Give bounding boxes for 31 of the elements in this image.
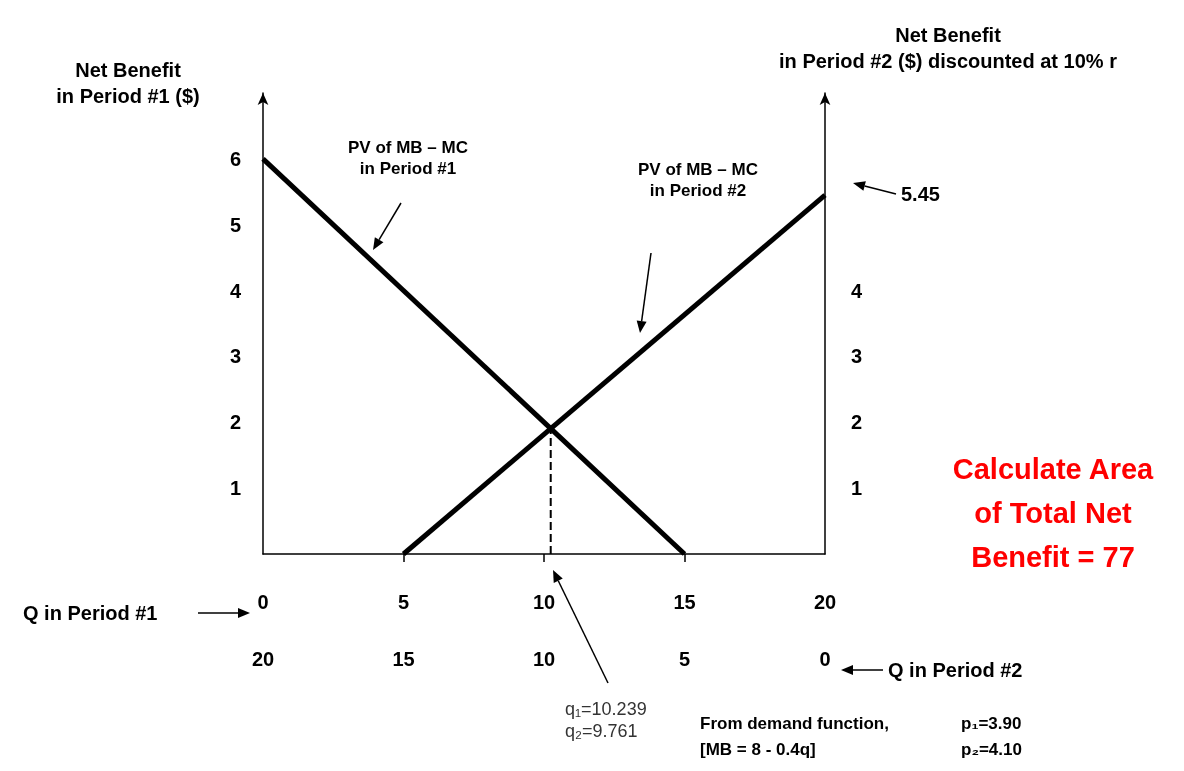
text: p₁=3.90 p₂=4.10 <box>961 713 1022 759</box>
text: From demand function, [MB = 8 - 0.4q] <box>700 713 889 759</box>
x-tick-label: 15 <box>673 591 696 613</box>
y2-tick-label: 1 <box>851 477 863 500</box>
y-tick-label: 3 <box>229 345 241 368</box>
annotation: PV of MB – MC in Period #2 <box>638 159 758 201</box>
x-tick-label: 5 <box>397 591 410 613</box>
y-tick-label: 1 <box>229 477 241 500</box>
x2-tick-label: 10 <box>532 648 556 670</box>
x-axis-title: Q in Period #1 <box>23 602 158 624</box>
y-axis-title: Net Benefit in Period #1 ($) <box>56 59 200 107</box>
y-tick-label: 5 <box>229 213 241 236</box>
x-tick-label: 0 <box>257 591 269 613</box>
x-tick-label: 10 <box>532 591 556 613</box>
x-tick-label: 20 <box>813 591 837 613</box>
text: 5.45 <box>901 183 940 205</box>
y2-axis-title: Net Benefit in Period #2 ($) discounted at 10% r <box>779 24 1118 72</box>
y-tick-label: 2 <box>229 411 241 434</box>
text: Calculate Area of Total Net Benefit = 77 <box>952 453 1155 573</box>
y2-tick-label: 3 <box>851 345 863 368</box>
x2-tick-label: 15 <box>392 648 415 670</box>
annotation: PV of MB – MC in Period #1 <box>348 137 468 179</box>
text: q₁=10.239 q₂=9.761 <box>565 698 647 742</box>
x2-tick-label: 20 <box>251 648 275 670</box>
x2-tick-label: 5 <box>678 648 691 670</box>
y2-tick-label: 2 <box>851 411 863 434</box>
y-tick-label: 6 <box>229 147 241 170</box>
x2-axis-title: Q in Period #2 <box>888 659 1023 681</box>
y-tick-label: 4 <box>229 279 242 302</box>
x2-tick-label: 0 <box>819 648 831 670</box>
y2-tick-label: 4 <box>851 279 863 302</box>
